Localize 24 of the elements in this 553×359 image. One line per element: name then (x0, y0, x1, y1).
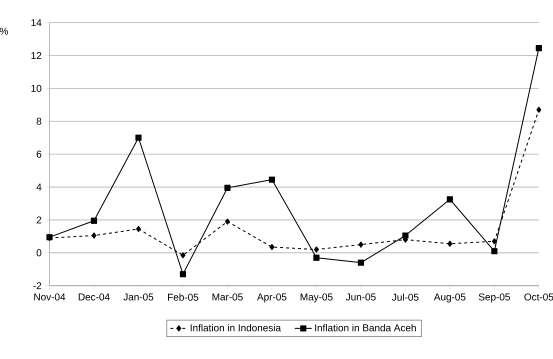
y-axis-title: % (0, 28, 8, 35)
y-tick-label: 12 (31, 52, 42, 59)
x-tick-label: Aug-05 (434, 293, 466, 302)
x-tick-label: May-05 (300, 293, 333, 302)
y-tick-label: 0 (36, 249, 42, 256)
y-tick-label: -2 (33, 282, 42, 290)
x-tick-label: Oct-05 (524, 293, 553, 300)
y-tick-label: 2 (36, 216, 42, 224)
y-tick-label: 6 (36, 150, 42, 158)
y-tick-label: 14 (31, 19, 42, 26)
x-tick-label: Dec-04 (78, 293, 110, 300)
x-tick-label: Jul-05 (392, 293, 419, 301)
y-tick-label: 8 (36, 118, 42, 125)
x-tick-label: Jun-05 (346, 293, 376, 300)
x-tick-label: Sep-05 (478, 293, 510, 302)
legend-label: Inflation in Indonesia (190, 324, 281, 332)
y-tick-label: 10 (31, 84, 42, 92)
y-tick-label: 4 (36, 184, 42, 190)
x-tick-label: Nov-04 (34, 293, 66, 300)
x-tick-label: Apr-05 (257, 293, 286, 302)
x-tick-label: Jan-05 (123, 293, 154, 300)
legend-label: Inflation in Banda Aceh (315, 324, 416, 332)
x-tick-label: Mar-05 (212, 293, 243, 300)
x-tick-label: Feb-05 (168, 293, 198, 301)
